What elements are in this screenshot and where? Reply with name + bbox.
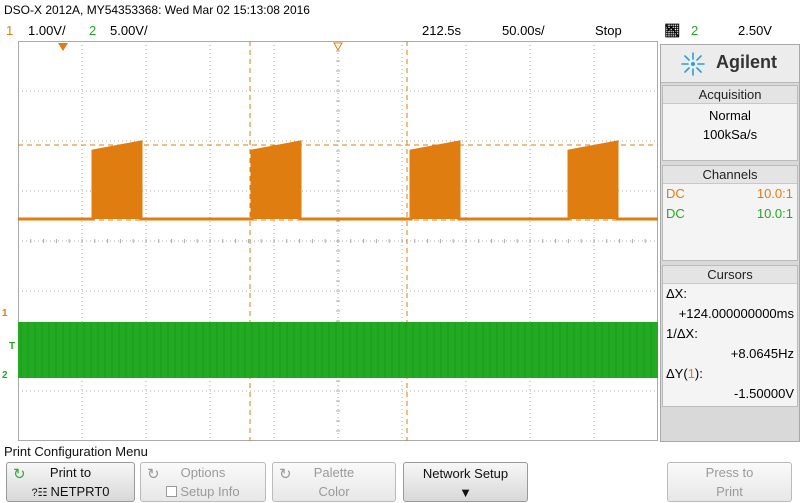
ch2-probe: 10.0:1 — [756, 206, 793, 221]
waveform-display[interactable] — [18, 41, 658, 441]
agilent-spark-icon — [681, 52, 705, 76]
press-to-print-softkey[interactable]: Press to Print — [667, 462, 792, 502]
setup-info-checkbox[interactable] — [166, 486, 178, 497]
ch2-coupling: DC — [666, 206, 685, 221]
submenu-arrow-icon: ▼ — [459, 485, 472, 500]
dx-label: ΔX: — [666, 286, 687, 301]
options-label: Options — [180, 465, 226, 480]
ch1-ground-marker[interactable]: 1 — [2, 308, 8, 319]
acquisition-panel[interactable]: Acquisition Normal 100kSa/s — [662, 85, 798, 161]
acquisition-rate: 100kSa/s — [702, 127, 758, 142]
ch2-scale[interactable]: 5.00V/ — [110, 23, 148, 38]
refresh-icon: ↻ — [279, 466, 292, 483]
inv-dx-value: +8.0645Hz — [730, 346, 794, 361]
menu-title: Print Configuration Menu — [4, 444, 148, 459]
cursors-title: Cursors — [663, 266, 797, 284]
ch1-probe: 10.0:1 — [756, 186, 793, 201]
dy-label-channel: 1 — [687, 366, 695, 381]
dy-value: -1.50000V — [734, 386, 794, 401]
network-setup-label: Network Setup — [422, 466, 509, 481]
refresh-icon: ↻ — [13, 466, 26, 483]
trigger-level[interactable]: 2.50V — [738, 23, 772, 38]
setup-info-option: Setup Info — [141, 483, 265, 501]
center-reference-marker — [333, 42, 343, 52]
press-to-print-value: Print — [716, 484, 743, 499]
channels-panel[interactable]: Channels DC 10.0:1 DC 10.0:1 — [662, 165, 798, 261]
setup-info-label: Setup Info — [180, 484, 240, 499]
acquisition-title: Acquisition — [663, 86, 797, 104]
channels-title: Channels — [663, 166, 797, 184]
network-setup-softkey[interactable]: Network Setup ▼ — [403, 462, 528, 502]
cursors-panel[interactable]: Cursors ΔX: +124.000000000ms 1/ΔX: +8.06… — [662, 265, 798, 407]
ch1-pulse-burst — [93, 142, 141, 219]
palette-label: Palette — [313, 465, 355, 480]
ch1-pulse-burst — [252, 142, 300, 219]
channel-2-row: DC 10.0:1 — [663, 204, 797, 224]
time-delay[interactable]: 212.5s — [422, 23, 462, 38]
status-bar: 1 1.00V/ 2 5.00V/ 212.5s 50.00s/ Stop 📉︎… — [0, 20, 800, 41]
dy-label-suffix: ): — [694, 366, 703, 381]
press-to-print-label: Press to — [705, 465, 754, 480]
inv-dx-label: 1/ΔX: — [666, 326, 698, 341]
ch2-ground-marker[interactable]: 2 — [2, 370, 8, 381]
run-state: Stop — [595, 23, 622, 38]
info-sidebar: Agilent Acquisition Normal 100kSa/s Chan… — [660, 44, 800, 442]
ch2-trace — [18, 322, 658, 378]
ch2-number[interactable]: 2 — [89, 23, 97, 38]
dx-value: +124.000000000ms — [678, 306, 794, 321]
dy-label-prefix: ΔY( — [666, 366, 688, 381]
refresh-icon: ↻ — [147, 466, 160, 483]
options-softkey[interactable]: ↻ Options Setup Info — [140, 462, 266, 502]
time-scale[interactable]: 50.00s/ — [502, 23, 545, 38]
dy-label: ΔY(1): — [663, 364, 797, 384]
palette-value: Color — [318, 484, 350, 499]
ch1-scale[interactable]: 1.00V/ — [28, 23, 66, 38]
network-printer-icon: ?☷ — [31, 487, 51, 499]
acquisition-mode: Normal — [709, 108, 751, 123]
trigger-level-marker[interactable]: T — [9, 341, 16, 352]
brand-logo: Agilent — [661, 45, 799, 83]
print-to-value-text: NETPRT0 — [50, 484, 110, 499]
ch1-coupling: DC — [666, 186, 685, 201]
print-to-value: ?☷ NETPRT0 — [7, 483, 134, 502]
ch1-pulse-burst — [411, 142, 459, 219]
ch1-number[interactable]: 1 — [6, 23, 14, 38]
brand-name: Agilent — [716, 52, 777, 72]
channel-1-row: DC 10.0:1 — [663, 184, 797, 204]
print-to-softkey[interactable]: ↻ Print to ?☷ NETPRT0 — [6, 462, 135, 502]
trigger-point-marker — [58, 43, 68, 51]
waveform-svg — [18, 41, 658, 441]
window-title: DSO-X 2012A, MY54353368: Wed Mar 02 15:1… — [0, 0, 800, 20]
trigger-source[interactable]: 2 — [691, 23, 699, 38]
palette-softkey[interactable]: ↻ Palette Color — [272, 462, 396, 502]
print-to-label: Print to — [49, 465, 92, 480]
ch1-pulse-burst — [569, 142, 617, 219]
falling-edge-trigger-icon: 📉︎ — [664, 23, 681, 38]
